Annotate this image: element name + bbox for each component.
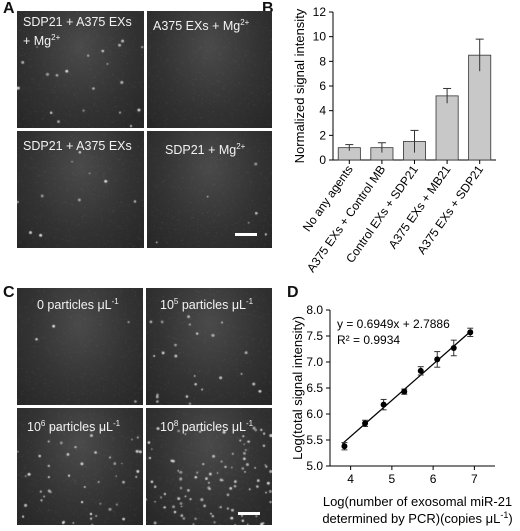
data-point xyxy=(434,356,441,363)
data-point xyxy=(467,329,474,336)
panel-letter-b: B xyxy=(262,0,274,17)
micrograph-label: 106 particles μL-1 xyxy=(27,419,121,435)
y-axis-label: Log(total signal intensity) xyxy=(290,316,305,460)
panel-letter-a: A xyxy=(3,0,15,17)
x-tick-label: 7 xyxy=(471,472,478,486)
micrograph-a3: SDP21 + A375 EXs xyxy=(17,131,144,248)
data-point xyxy=(417,367,424,374)
y-tick-label: 4 xyxy=(319,104,326,118)
micrograph-c3: 106 particles μL-1 xyxy=(17,408,143,525)
y-tick-label: 8 xyxy=(319,54,326,68)
panel-letter-d: D xyxy=(287,284,299,301)
scale-bar xyxy=(235,233,257,236)
scatter-chart: 5.0 5.5 6.0 6.5 7.0 7.5 8.0 4 5 6 7 y = 0.6949x + 2… xyxy=(290,303,513,526)
x-tick-label: 6 xyxy=(430,472,437,486)
data-point xyxy=(450,344,457,351)
y-axis-label: Normalized signal intensity xyxy=(292,8,307,163)
micrograph-label: SDP21 + A375 EXs xyxy=(23,139,132,153)
scale-bar xyxy=(238,512,260,515)
y-tick-label: 6 xyxy=(319,79,326,93)
panel-letter-c: C xyxy=(3,284,15,301)
x-axis-label-line1: Log(number of exosomal miR-21 xyxy=(323,494,512,509)
micrograph-a2: A375 EXs + Mg2+ xyxy=(147,11,272,128)
r-squared: R² = 0.9934 xyxy=(337,333,400,347)
micrograph-label: 0 particles μL-1 xyxy=(37,297,119,313)
y-tick-label: 2 xyxy=(319,128,326,142)
y-tick-label: 6.5 xyxy=(306,381,323,395)
y-tick-label: 12 xyxy=(313,5,327,19)
micrograph-label: SDP21 + Mg2+ xyxy=(165,142,246,158)
y-tick-label: 8.0 xyxy=(306,303,323,317)
data-point xyxy=(380,401,387,408)
y-tick-label: 5.0 xyxy=(306,459,323,473)
micrograph-label: 105 particles μL-1 xyxy=(160,297,254,313)
micrograph-a4: SDP21 + Mg2+ xyxy=(147,131,272,248)
micrograph-a1: SDP21 + A375 EXs + Mg2+ xyxy=(17,11,144,128)
micrograph-label: SDP21 + A375 EXs + Mg2+ xyxy=(23,15,132,49)
y-tick-label: 10 xyxy=(313,30,327,44)
y-tick-label: 7.5 xyxy=(306,329,323,343)
bar xyxy=(435,95,459,161)
data-point xyxy=(362,420,369,427)
y-tick-label: 5.5 xyxy=(306,433,323,447)
x-axis-label-line2: determined by PCR)(copies μL-1) xyxy=(322,510,512,526)
micrograph-c2: 105 particles μL-1 xyxy=(146,288,272,405)
y-tick-label: 6.0 xyxy=(306,407,323,421)
micrograph-c1: 0 particles μL-1 xyxy=(17,288,143,405)
y-tick-label: 0 xyxy=(319,153,326,167)
fit-equation: y = 0.6949x + 2.7886 xyxy=(337,317,450,331)
micrograph-c4: 108 particles μL-1 xyxy=(146,408,272,525)
data-point xyxy=(341,443,348,450)
x-tick-label: 5 xyxy=(389,472,396,486)
x-tick-label: 4 xyxy=(347,472,354,486)
micrograph-label: A375 EXs + Mg2+ xyxy=(153,18,250,34)
data-point xyxy=(401,388,408,395)
y-tick-label: 7.0 xyxy=(306,355,323,369)
micrograph-label: 108 particles μL-1 xyxy=(160,419,254,435)
